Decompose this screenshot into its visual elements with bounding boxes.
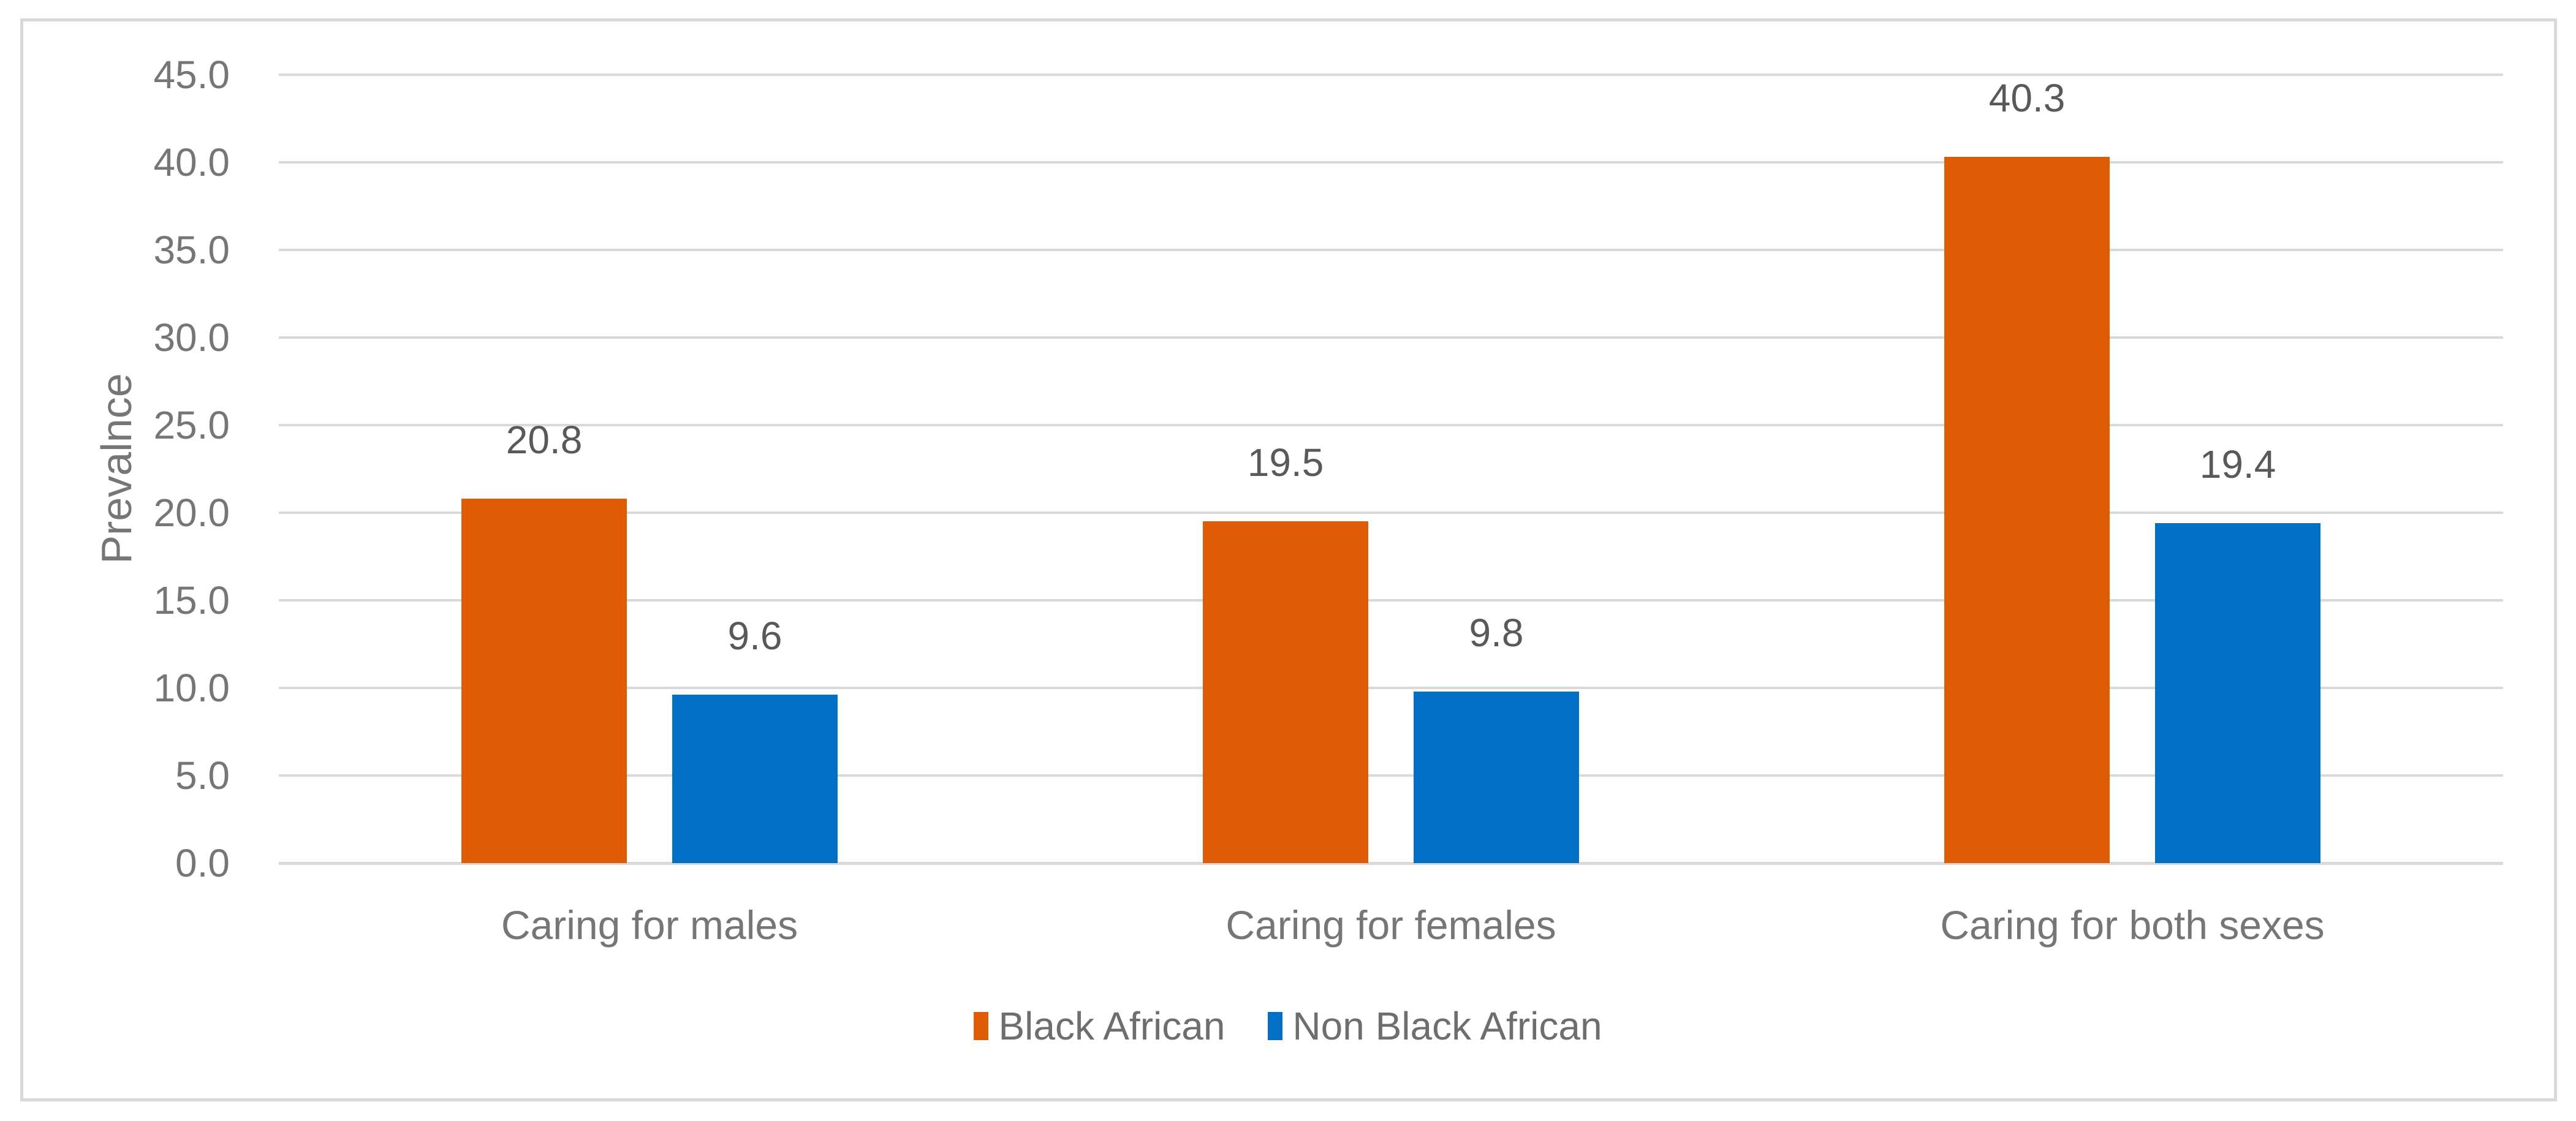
y-tick-label: 0.0 xyxy=(175,841,230,885)
y-tick-label: 10.0 xyxy=(153,666,230,710)
data-label-non-black-african-caring-for-males: 9.6 xyxy=(727,614,782,658)
data-label-non-black-african-caring-for-females: 9.8 xyxy=(1469,611,1524,655)
y-axis-title: Prevalnce xyxy=(93,373,140,564)
legend-label-black-african: Black African xyxy=(998,1004,1225,1048)
legend-swatch-black-african xyxy=(974,1012,989,1040)
bar-non-black-african-caring-for-both-sexes xyxy=(2155,523,2320,863)
gridline xyxy=(279,161,2503,164)
data-label-non-black-african-caring-for-both-sexes: 19.4 xyxy=(2199,442,2276,486)
gridline xyxy=(279,336,2503,339)
legend-swatch-non-black-african xyxy=(1268,1012,1283,1040)
gridline xyxy=(279,687,2503,689)
y-tick-label: 20.0 xyxy=(153,491,230,535)
data-label-black-african-caring-for-both-sexes: 40.3 xyxy=(1988,76,2066,120)
legend: Black African Non Black African xyxy=(0,998,2576,1054)
gridline xyxy=(279,249,2503,251)
x-axis-line xyxy=(279,862,2503,865)
bar-black-african-caring-for-both-sexes xyxy=(1944,157,2110,863)
y-tick-label: 40.0 xyxy=(153,140,230,184)
bar-non-black-african-caring-for-males xyxy=(672,695,838,863)
legend-item-non-black-african: Non Black African xyxy=(1268,998,1602,1054)
y-tick-label: 45.0 xyxy=(153,53,230,97)
y-tick-label: 30.0 xyxy=(153,315,230,360)
x-category-label-caring-for-both-sexes: Caring for both sexes xyxy=(1940,902,2325,948)
x-category-label-caring-for-females: Caring for females xyxy=(1225,902,1556,948)
y-tick-label: 25.0 xyxy=(153,403,230,447)
x-category-label-caring-for-males: Caring for males xyxy=(501,902,798,948)
legend-label-non-black-african: Non Black African xyxy=(1292,1004,1602,1048)
y-tick-label: 35.0 xyxy=(153,228,230,272)
bar-black-african-caring-for-males xyxy=(461,499,627,863)
gridline xyxy=(279,599,2503,602)
gridline xyxy=(279,424,2503,426)
data-label-black-african-caring-for-females: 19.5 xyxy=(1247,440,1324,485)
bar-non-black-african-caring-for-females xyxy=(1414,692,1579,863)
gridline xyxy=(279,774,2503,777)
gridline xyxy=(279,74,2503,76)
bar-black-african-caring-for-females xyxy=(1203,521,1368,863)
y-tick-label: 15.0 xyxy=(153,578,230,622)
y-tick-label: 5.0 xyxy=(175,753,230,798)
gridline xyxy=(279,511,2503,514)
legend-item-black-african: Black African xyxy=(974,998,1225,1054)
data-label-black-african-caring-for-males: 20.8 xyxy=(506,418,583,462)
